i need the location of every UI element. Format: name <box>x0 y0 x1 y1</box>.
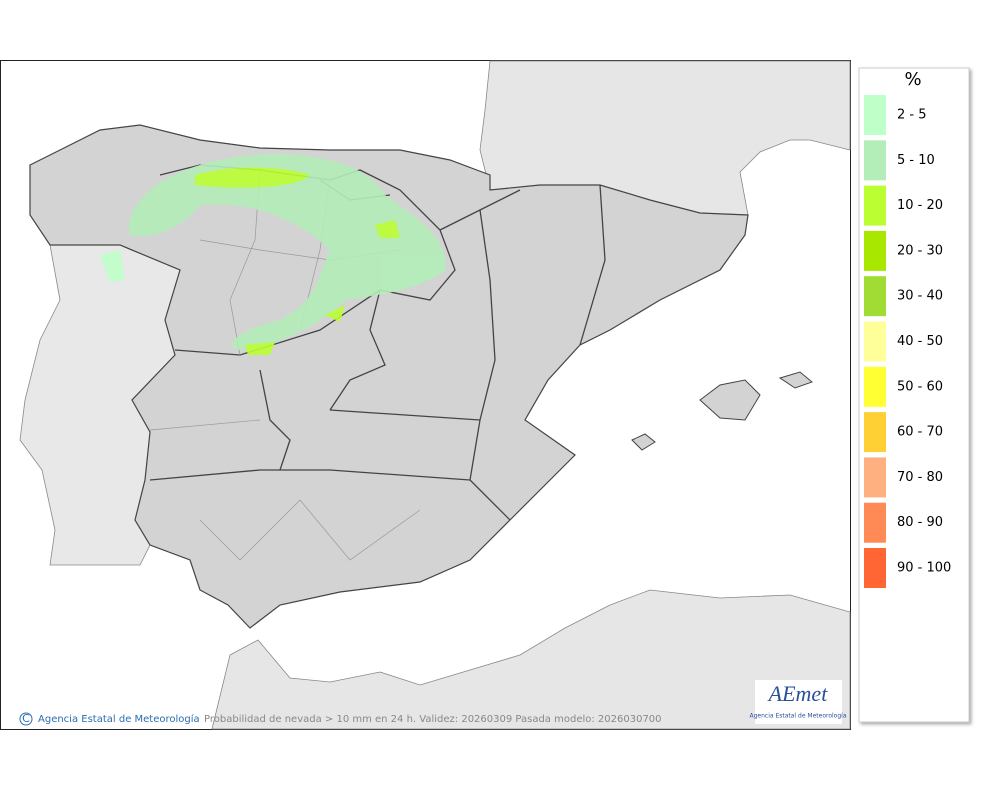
copyright-text: Agencia Estatal de Meteorología <box>38 713 200 725</box>
legend-label: 20 - 30 <box>897 243 943 258</box>
legend-swatch <box>864 95 886 135</box>
legend-swatch <box>864 276 886 317</box>
logo-box <box>755 680 842 724</box>
legend-label: 5 - 10 <box>897 153 935 168</box>
legend-label: 70 - 80 <box>897 470 943 485</box>
map: C Agencia Estatal de Meteorología Probab… <box>0 60 851 730</box>
legend-swatch <box>864 366 886 407</box>
logo: AEmet Agencia Estatal de Meteorología <box>750 680 847 724</box>
legend-swatch <box>864 185 886 226</box>
legend-swatch <box>864 412 886 453</box>
land-spain <box>29 124 749 629</box>
copyright-symbol: C <box>22 712 30 725</box>
snow-area <box>245 342 275 355</box>
snow-area <box>375 220 400 238</box>
legend-swatch <box>864 548 886 588</box>
logo-name: AEmet <box>767 681 829 706</box>
legend-label: 80 - 90 <box>897 515 943 530</box>
legend-label: 50 - 60 <box>897 379 943 394</box>
snow-area <box>325 305 345 322</box>
land-africa <box>211 589 851 730</box>
legend-label: 2 - 5 <box>897 108 927 123</box>
land-menorca <box>778 371 813 389</box>
land-ibiza <box>631 433 656 451</box>
legend-swatch <box>864 140 886 181</box>
legend-label: 40 - 50 <box>897 334 943 349</box>
legend-swatch <box>864 230 886 271</box>
legend: % 2 - 5 5 - 10 10 - 20 20 - 30 30 - 40 40 - 5… <box>858 67 970 723</box>
snow-area <box>195 167 310 188</box>
land-mallorca <box>699 379 761 421</box>
legend-swatch <box>864 321 886 362</box>
snow-areas <box>100 154 446 355</box>
legend-label: 60 - 70 <box>897 425 943 440</box>
legend-label: 30 - 40 <box>897 289 943 304</box>
logo-subtitle: Agencia Estatal de Meteorología <box>750 713 847 720</box>
legend-title: % <box>904 69 921 90</box>
snow-area <box>129 154 446 350</box>
snow-area <box>100 250 125 282</box>
copyright-circle <box>19 712 33 726</box>
legend-swatch <box>864 502 886 543</box>
legend-label: 10 - 20 <box>897 198 943 213</box>
legend-label: 90 - 100 <box>897 561 951 576</box>
caption: Probabilidad de nevada > 10 mm en 24 h. … <box>204 714 662 725</box>
legend-swatch <box>864 457 886 498</box>
